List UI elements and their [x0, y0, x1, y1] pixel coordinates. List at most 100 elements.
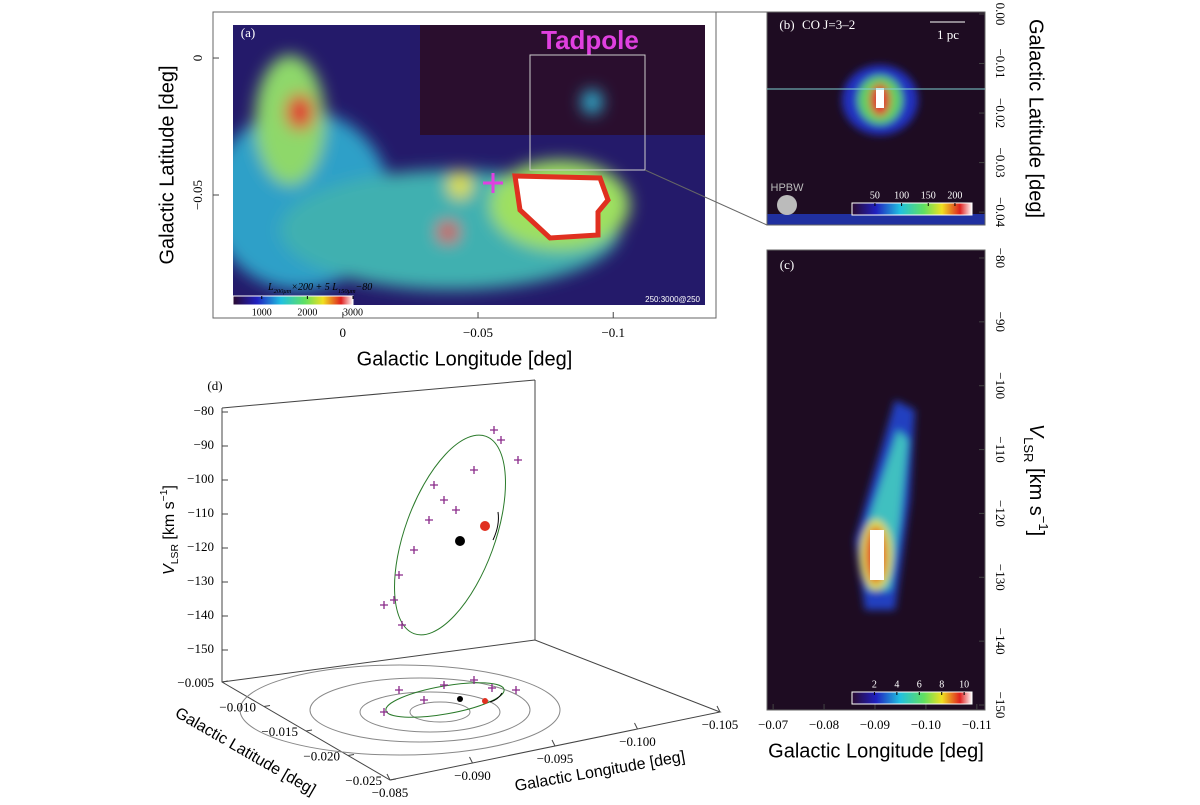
colorbar-tick-label: 2000 [297, 307, 317, 318]
colorbar [851, 202, 973, 216]
axis-title-part: [km s [1025, 462, 1047, 515]
z-tick-label: −90 [194, 437, 214, 452]
y-tick-label: −0.05 [190, 180, 205, 210]
axis-title-part: −1 [1036, 516, 1051, 531]
y-tick [305, 729, 313, 732]
y-tick [221, 680, 229, 683]
zoom-box [529, 54, 646, 171]
y-tick-label: −140 [993, 628, 1008, 655]
axis-title-part: −80 [356, 282, 373, 293]
y-tick-label: −0.01 [993, 48, 1008, 78]
y-tick-label: −130 [993, 564, 1008, 591]
annotation: Tadpole [541, 25, 639, 55]
colorbar-tick-label: 4 [894, 679, 899, 690]
axis-title: VLSR [km s−1] [159, 485, 181, 575]
x-tick-label: −0.09 [860, 717, 890, 732]
x-tick [634, 722, 638, 730]
centroid [455, 536, 465, 546]
beam [777, 195, 797, 215]
centroid [457, 696, 463, 702]
y-axis-title: Galactic Latitude [deg] [172, 705, 318, 799]
axis-title-part: L [331, 282, 338, 293]
axis-title-part: 150μm [338, 288, 356, 295]
colorbar [851, 691, 973, 705]
fit-ellipse [385, 682, 505, 718]
x-tick-label: −0.05 [463, 325, 493, 340]
panel-title: CO J=3–2 [802, 17, 855, 32]
connector [644, 169, 768, 226]
y-tick-label: −80 [993, 248, 1008, 268]
axis-title-part: LSR [1021, 437, 1036, 462]
colorbar-tick-label: 3000 [343, 307, 363, 318]
x-tick-label: −0.105 [702, 717, 739, 732]
annotation: 1 pc [937, 27, 959, 42]
axis-title: L200μm×200 + 5 L150μm−80 [267, 282, 372, 295]
y-axis-title: Galactic Latitude [deg] [1025, 19, 1047, 218]
x-tick [386, 773, 391, 781]
colorbar-tick-label: 6 [917, 679, 922, 690]
y-tick-label: 0.00 [993, 3, 1008, 26]
y-tick [347, 754, 355, 756]
panel-label: (a) [241, 25, 255, 40]
x-tick-label: −0.085 [372, 785, 409, 800]
z-tick-label: −140 [187, 607, 214, 622]
position [480, 521, 490, 531]
z-tick-label: −120 [187, 539, 214, 554]
arrow [492, 511, 499, 541]
y-tick-label: −100 [993, 372, 1008, 399]
frame [766, 11, 986, 226]
x-tick-label: −0.08 [809, 717, 839, 732]
axes-3d [221, 379, 722, 781]
y-tick-label: −0.04 [993, 197, 1008, 228]
y-tick [389, 778, 397, 781]
y-tick-label: −0.005 [177, 675, 214, 690]
y-tick-label: −0.02 [993, 98, 1008, 128]
x-tick-label: 0 [340, 325, 347, 340]
axis-title-part: 200μm [274, 288, 292, 295]
axis-title-part: V [1025, 424, 1047, 439]
y-tick [263, 705, 271, 707]
x-tick [551, 739, 556, 747]
y-tick-label: −0.020 [303, 748, 340, 763]
colorbar-tick-label: 2 [872, 679, 877, 690]
colorbar-tick-label: 150 [921, 190, 936, 201]
z-tick-label: −80 [194, 403, 214, 418]
x-axis-title: Galactic Longitude [deg] [768, 740, 984, 762]
arrow [489, 692, 503, 703]
heatmap [767, 12, 985, 225]
z-tick-label: −100 [187, 471, 214, 486]
y-tick-label: −0.025 [345, 773, 382, 788]
y-tick-label: −110 [993, 436, 1008, 462]
panel-label: (c) [780, 257, 794, 272]
x-tick-label: −0.090 [454, 768, 491, 783]
y-tick-label: −150 [993, 692, 1008, 719]
y-tick-label: −0.015 [261, 724, 298, 739]
contours [239, 664, 561, 756]
x-tick-label: −0.11 [962, 717, 992, 732]
axis-title-part: ] [1025, 531, 1047, 537]
axis-title-part: ] [161, 485, 178, 489]
marker [483, 173, 503, 193]
z-tick-label: −110 [188, 505, 214, 520]
axis-title-part: ×200 + 5 [291, 282, 332, 293]
colorbar-tick-label: 10 [959, 679, 969, 690]
fit-ellipse [394, 434, 506, 636]
y-tick-label: −0.010 [219, 699, 256, 714]
y-tick-label: −0.03 [993, 148, 1008, 178]
axis-title-part: V [161, 563, 178, 575]
z-tick-label: −130 [187, 573, 214, 588]
heatmap [233, 25, 705, 305]
colorbar-tick-label: 200 [947, 190, 962, 201]
axis-title-part: L [267, 282, 274, 293]
axis-title-part: −1 [159, 489, 170, 501]
x-tick-label: −0.07 [758, 717, 789, 732]
axis-title-part: [km s [161, 501, 178, 544]
colorbar-tick-label: 100 [894, 190, 909, 201]
y-tick-label: −120 [993, 500, 1008, 527]
x-axis-title: Galactic Longitude [deg] [357, 348, 573, 370]
z-tick-label: −150 [187, 641, 214, 656]
annotation: 250:3000@250 [645, 295, 700, 304]
position [482, 698, 488, 704]
colorbar-tick-label: 50 [870, 190, 880, 201]
